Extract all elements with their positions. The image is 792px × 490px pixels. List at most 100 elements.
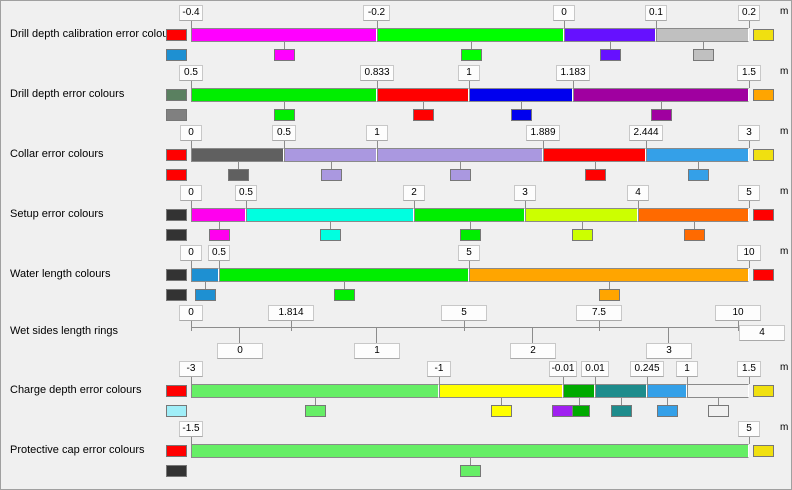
below-range-swatch[interactable]: [166, 385, 187, 397]
segment-colour-preview[interactable]: [450, 169, 471, 181]
minimum-colour-swatch[interactable]: [166, 169, 187, 181]
minimum-colour-swatch[interactable]: [166, 229, 187, 241]
segment-colour-preview[interactable]: [684, 229, 705, 241]
break-value-label[interactable]: 0: [180, 245, 202, 261]
segment-colour-preview[interactable]: [321, 169, 342, 181]
break-value-label[interactable]: 0: [180, 125, 202, 141]
segment-colour-preview[interactable]: [552, 405, 573, 417]
break-value-label[interactable]: 0: [553, 5, 575, 21]
below-range-swatch[interactable]: [166, 29, 187, 41]
colour-segment[interactable]: [646, 148, 749, 162]
colour-segment[interactable]: [191, 268, 219, 282]
segment-colour-preview[interactable]: [599, 289, 620, 301]
colour-segment[interactable]: [687, 384, 749, 398]
segment-colour-preview[interactable]: [209, 229, 230, 241]
segment-colour-preview[interactable]: [195, 289, 216, 301]
colour-segment[interactable]: [595, 384, 647, 398]
break-value-label[interactable]: 0.2: [738, 5, 760, 21]
above-range-swatch[interactable]: [753, 269, 774, 281]
above-range-swatch[interactable]: [753, 29, 774, 41]
colour-segment[interactable]: [469, 268, 749, 282]
colour-segment[interactable]: [191, 148, 284, 162]
colour-segment[interactable]: [563, 384, 595, 398]
colour-segment[interactable]: [191, 444, 749, 458]
segment-colour-preview[interactable]: [228, 169, 249, 181]
ring-index-label[interactable]: 3: [646, 343, 692, 359]
break-value-label[interactable]: 1: [366, 125, 388, 141]
colour-segment[interactable]: [377, 148, 543, 162]
break-value-label[interactable]: 3: [514, 185, 536, 201]
segment-colour-preview[interactable]: [334, 289, 355, 301]
ring-break-label[interactable]: 0: [179, 305, 203, 321]
segment-colour-preview[interactable]: [274, 109, 295, 121]
colour-segment[interactable]: [638, 208, 749, 222]
ring-break-label[interactable]: 1.814: [268, 305, 314, 321]
ring-index-label[interactable]: 0: [217, 343, 263, 359]
colour-segment[interactable]: [656, 28, 749, 42]
break-value-label[interactable]: -1: [427, 361, 451, 377]
ring-extra-label[interactable]: 4: [739, 325, 785, 341]
break-value-label[interactable]: 3: [738, 125, 760, 141]
colour-segment[interactable]: [191, 384, 439, 398]
break-value-label[interactable]: -0.2: [363, 5, 390, 21]
minimum-colour-swatch[interactable]: [166, 49, 187, 61]
colour-segment[interactable]: [525, 208, 638, 222]
colour-segment[interactable]: [377, 88, 469, 102]
colour-segment[interactable]: [191, 208, 246, 222]
break-value-label[interactable]: 1.183: [556, 65, 590, 81]
colour-segment[interactable]: [191, 28, 377, 42]
break-value-label[interactable]: -1.5: [179, 421, 203, 437]
break-value-label[interactable]: 1: [458, 65, 480, 81]
colour-segment[interactable]: [647, 384, 687, 398]
segment-colour-preview[interactable]: [305, 405, 326, 417]
minimum-colour-swatch[interactable]: [166, 109, 187, 121]
break-value-label[interactable]: 0: [180, 185, 202, 201]
break-value-label[interactable]: 0.5: [179, 65, 203, 81]
break-value-label[interactable]: 0.245: [630, 361, 664, 377]
colour-segment[interactable]: [439, 384, 563, 398]
break-value-label[interactable]: 5: [458, 245, 480, 261]
segment-colour-preview[interactable]: [413, 109, 434, 121]
break-value-label[interactable]: 0.833: [360, 65, 394, 81]
segment-colour-preview[interactable]: [611, 405, 632, 417]
colour-segment[interactable]: [414, 208, 525, 222]
above-range-swatch[interactable]: [753, 385, 774, 397]
segment-colour-preview[interactable]: [572, 229, 593, 241]
ring-break-label[interactable]: 5: [441, 305, 487, 321]
below-range-swatch[interactable]: [166, 445, 187, 457]
below-range-swatch[interactable]: [166, 149, 187, 161]
break-value-label[interactable]: 5: [738, 185, 760, 201]
colour-segment[interactable]: [469, 88, 573, 102]
segment-colour-preview[interactable]: [585, 169, 606, 181]
break-value-label[interactable]: 1: [676, 361, 698, 377]
colour-segment[interactable]: [564, 28, 656, 42]
above-range-swatch[interactable]: [753, 209, 774, 221]
break-value-label[interactable]: 1.889: [526, 125, 560, 141]
segment-colour-preview[interactable]: [460, 229, 481, 241]
break-value-label[interactable]: 10: [737, 245, 761, 261]
ring-break-label[interactable]: 7.5: [576, 305, 622, 321]
segment-colour-preview[interactable]: [491, 405, 512, 417]
break-value-label[interactable]: 0.1: [645, 5, 667, 21]
break-value-label[interactable]: 4: [627, 185, 649, 201]
break-value-label[interactable]: 0.5: [235, 185, 257, 201]
segment-colour-preview[interactable]: [511, 109, 532, 121]
break-value-label[interactable]: 0.5: [272, 125, 296, 141]
colour-segment[interactable]: [246, 208, 414, 222]
below-range-swatch[interactable]: [166, 89, 187, 101]
segment-colour-preview[interactable]: [651, 109, 672, 121]
segment-colour-preview[interactable]: [657, 405, 678, 417]
break-value-label[interactable]: 1.5: [737, 65, 761, 81]
colour-segment[interactable]: [284, 148, 377, 162]
break-value-label[interactable]: 0.5: [208, 245, 230, 261]
segment-colour-preview[interactable]: [693, 49, 714, 61]
above-range-swatch[interactable]: [753, 149, 774, 161]
segment-colour-preview[interactable]: [600, 49, 621, 61]
minimum-colour-swatch[interactable]: [166, 465, 187, 477]
break-value-label[interactable]: -0.4: [179, 5, 203, 21]
minimum-colour-swatch[interactable]: [166, 289, 187, 301]
colour-segment[interactable]: [573, 88, 749, 102]
above-range-swatch[interactable]: [753, 89, 774, 101]
below-range-swatch[interactable]: [166, 209, 187, 221]
colour-segment[interactable]: [543, 148, 646, 162]
